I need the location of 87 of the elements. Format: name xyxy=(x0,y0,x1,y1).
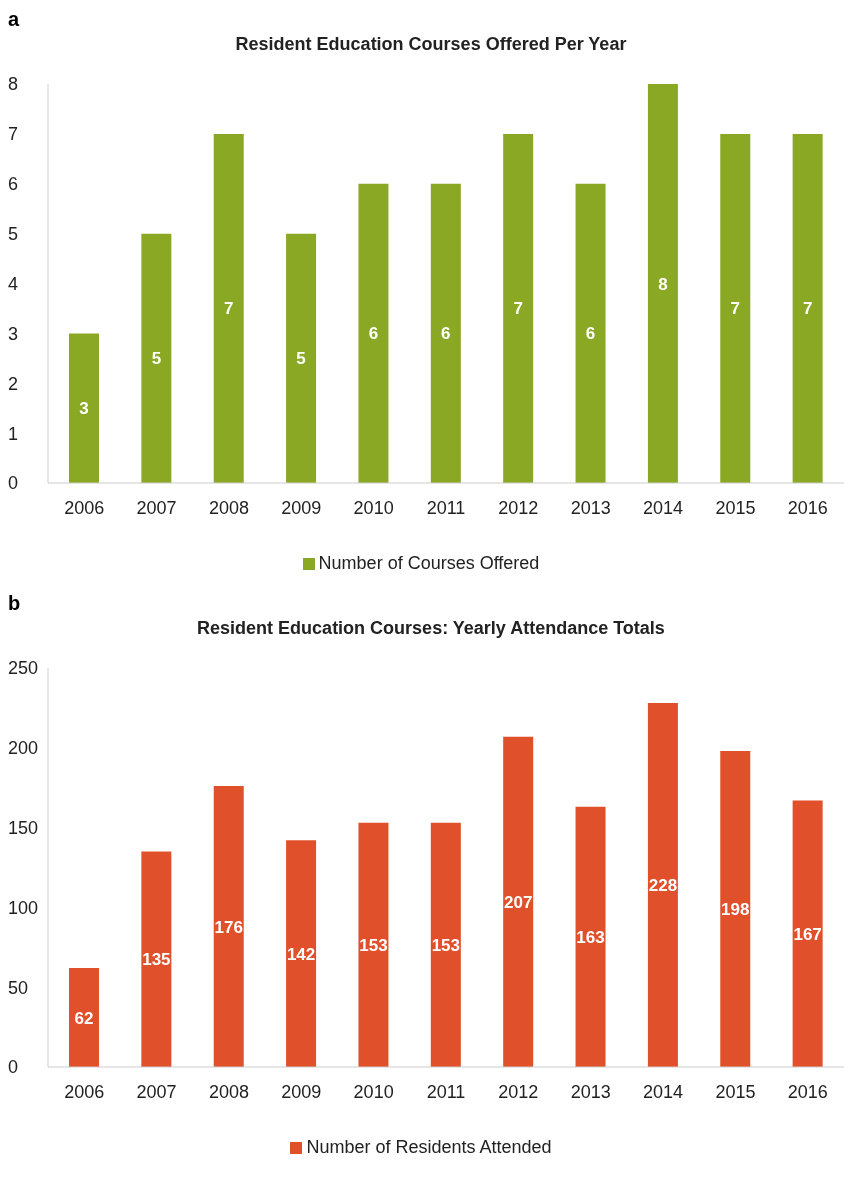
y-tick-label: 250 xyxy=(8,658,39,679)
x-tick-label: 2007 xyxy=(136,1081,177,1102)
data-label: 5 xyxy=(151,349,162,369)
x-tick-label: 2013 xyxy=(570,497,611,518)
y-tick-label: 0 xyxy=(8,1057,19,1078)
data-label: 207 xyxy=(503,892,533,912)
y-tick-label: 50 xyxy=(8,977,29,998)
data-label: 6 xyxy=(441,324,451,344)
data-label: 176 xyxy=(214,917,243,937)
text: a xyxy=(8,8,20,31)
y-tick-label: 7 xyxy=(8,124,19,145)
x-tick-label: 2016 xyxy=(787,1081,828,1102)
bar xyxy=(503,736,534,1067)
data-label: 142 xyxy=(286,944,316,964)
chart-title: Resident Education Courses Offered Per Year xyxy=(234,34,628,55)
bar xyxy=(575,806,606,1067)
y-tick-label: 5 xyxy=(8,224,19,245)
y-tick-label: 100 xyxy=(8,897,39,918)
x-tick-label: 2012 xyxy=(498,1081,539,1102)
bar xyxy=(358,183,389,483)
bar xyxy=(720,750,751,1067)
data-label: 7 xyxy=(513,299,523,319)
bar xyxy=(213,133,244,483)
legend-label: Number of Residents Attended xyxy=(306,1137,552,1157)
data-label: 7 xyxy=(802,299,813,319)
y-tick-label: 8 xyxy=(8,74,19,95)
bar xyxy=(792,800,823,1067)
x-tick-label: 2008 xyxy=(208,497,249,518)
bar xyxy=(647,84,678,483)
y-tick-label: 3 xyxy=(8,323,19,344)
y-tick-label: 2 xyxy=(8,373,19,394)
x-tick-label: 2006 xyxy=(64,497,105,518)
y-tick-label: 4 xyxy=(8,273,19,294)
bar xyxy=(286,840,317,1067)
data-label: 153 xyxy=(431,935,461,955)
x-tick-label: 2006 xyxy=(64,1081,105,1102)
data-label: 198 xyxy=(721,900,750,920)
y-tick-label: 1 xyxy=(8,423,19,444)
data-label: 167 xyxy=(793,924,822,944)
bar xyxy=(430,183,461,483)
x-tick-label: 2013 xyxy=(570,1081,611,1102)
bar xyxy=(286,233,317,483)
data-label: 7 xyxy=(223,299,234,319)
data-label: 7 xyxy=(730,299,741,319)
bar xyxy=(358,822,389,1067)
data-label: 153 xyxy=(359,935,388,955)
data-label: 135 xyxy=(142,950,171,970)
text: b xyxy=(8,592,21,615)
data-label: 8 xyxy=(658,274,668,294)
bar xyxy=(575,183,606,483)
data-label: 3 xyxy=(79,399,89,419)
data-label: 62 xyxy=(74,1008,94,1028)
x-tick-label: 2011 xyxy=(426,497,466,518)
bar xyxy=(141,851,172,1067)
bar xyxy=(69,333,99,483)
bar xyxy=(69,968,99,1067)
bar xyxy=(720,133,751,483)
data-label: 6 xyxy=(585,324,596,344)
bar xyxy=(141,233,172,483)
x-tick-label: 2012 xyxy=(498,497,539,518)
y-tick-label: 6 xyxy=(8,174,19,195)
data-label: 228 xyxy=(648,876,678,896)
x-tick-label: 2009 xyxy=(281,1081,322,1102)
x-tick-label: 2014 xyxy=(643,497,684,518)
bar xyxy=(430,822,461,1067)
y-tick-label: 0 xyxy=(8,473,19,494)
y-tick-label: 150 xyxy=(8,817,39,838)
legend-label: Number of Courses Offered xyxy=(318,553,540,573)
chart-title: Resident Education Courses: Yearly Attendance Totals xyxy=(196,618,666,639)
x-tick-label: 2010 xyxy=(353,1081,394,1102)
x-tick-label: 2011 xyxy=(426,1081,466,1102)
data-label: 163 xyxy=(576,927,605,947)
y-tick-label: 200 xyxy=(8,738,39,759)
x-tick-label: 2016 xyxy=(787,497,828,518)
x-tick-label: 2015 xyxy=(715,1081,756,1102)
bar xyxy=(213,786,244,1067)
x-tick-label: 2014 xyxy=(643,1081,684,1102)
bar xyxy=(792,133,823,483)
x-tick-label: 2015 xyxy=(715,497,756,518)
x-tick-label: 2008 xyxy=(208,1081,249,1102)
bar xyxy=(503,133,534,483)
data-label: 6 xyxy=(368,324,379,344)
x-tick-label: 2007 xyxy=(136,497,177,518)
x-tick-label: 2010 xyxy=(353,497,394,518)
data-label: 5 xyxy=(296,349,306,369)
x-tick-label: 2009 xyxy=(281,497,322,518)
bar xyxy=(647,703,678,1067)
